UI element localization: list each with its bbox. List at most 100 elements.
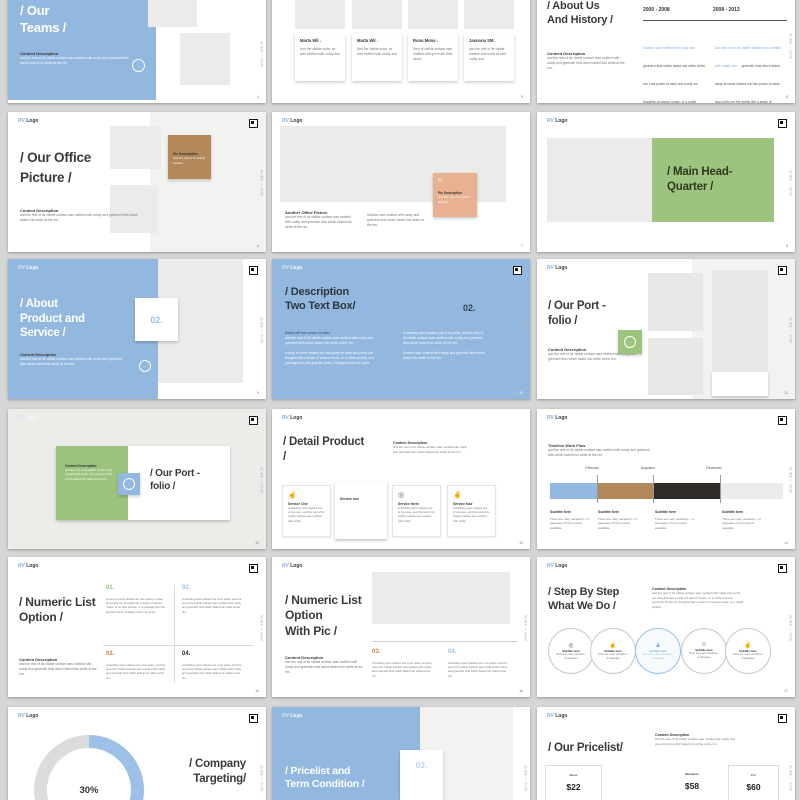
person-badge-icon: ☺ — [700, 642, 708, 649]
member-card[interactable]: Jasnona SM . and the rest of its visible… — [464, 33, 514, 81]
pricelist-title: / Our Pricelist/ — [548, 742, 623, 754]
handshake-icon: ✌ — [453, 492, 462, 499]
arrow-glyph: → — [628, 340, 632, 344]
slide-timeline[interactable]: Timeline Work Flow and the rest of its v… — [537, 409, 795, 549]
side-label: SLIDE — 2008 — [788, 765, 793, 792]
office-right-panel — [150, 112, 266, 252]
corner-frame-icon — [778, 564, 787, 573]
hq-title: / Main Head- Quarter / — [667, 166, 733, 193]
service-card[interactable]: ◎ Service three A dazzling spot marked o… — [392, 485, 441, 537]
price-card-basic[interactable]: Basic $22 — [545, 765, 602, 800]
rv-logo-mark: RV — [282, 563, 289, 569]
slide-numeric-list-pic[interactable]: / Numeric List Option With Pic / Content… — [272, 557, 530, 697]
rv-logo-mark: RV — [18, 265, 25, 271]
corner-frame-icon — [249, 119, 258, 128]
rv-logo-word: Logo — [290, 265, 303, 271]
cond-number-card: 03. — [400, 750, 443, 800]
timeline-segment-tan — [597, 483, 653, 499]
price-value: $22 — [566, 782, 581, 792]
page-number: 4 — [257, 95, 259, 99]
slide-numeric-list[interactable]: / Numeric List Option / Content Descript… — [8, 557, 266, 697]
service-name: Service One — [288, 502, 308, 506]
slide-pricelist-condition[interactable]: 03. / Pricelist and Term Condition / RV … — [272, 707, 530, 800]
rv-logo-word: Logo — [290, 415, 303, 421]
side-label: SLIDE — 2008 — [523, 615, 528, 642]
office-pic-description-box: Pic Description and the rest of its visi… — [168, 135, 211, 179]
slide-main-headquarter[interactable]: / Main Head- Quarter / RV Logo SLIDE — 2… — [537, 112, 795, 252]
service-card[interactable]: ☝ Service One A dazzling spot marked one… — [282, 485, 331, 537]
service-card-highlighted[interactable]: ◉ Service two A dazzling spot marked one… — [335, 481, 387, 539]
slide-our-pricelist[interactable]: / Our Pricelist/ Content Description and… — [537, 707, 795, 800]
step-circle[interactable]: ☝ Subtitle here There are many variation… — [590, 628, 636, 674]
step-subtitle: Subtitle here — [604, 648, 622, 653]
step-circle-highlighted[interactable]: ♟ Subtitle here There are many variation… — [635, 628, 681, 674]
handshake-icon: ✌ — [744, 642, 752, 649]
member-card[interactable]: Marta Wil . And the visible surfa- ce wa… — [352, 33, 402, 81]
teams-desc-heading: Content Description — [20, 51, 59, 56]
rv-logo-mark: RV — [282, 265, 289, 271]
slide-portfolio-card[interactable]: Content Description and the rest of its … — [8, 409, 266, 549]
slide-our-teams[interactable]: / Our Teams / Content Description and th… — [8, 0, 266, 103]
member-photo-placeholder — [408, 0, 458, 29]
rv-logo: RV Logo — [282, 265, 302, 271]
rv-logo: RV Logo — [18, 563, 38, 569]
step-circle[interactable]: ✌ Subtitle here There are many variation… — [725, 628, 771, 674]
rv-logo-mark: RV — [18, 415, 25, 421]
side-label: SLIDE — 2008 — [523, 317, 528, 344]
teams-image-placeholder-1 — [148, 0, 197, 27]
slide-two-text-box[interactable]: / Description Two Text Box/ 02. Detail w… — [272, 259, 530, 399]
price-card-standard[interactable]: Standard $26 — [608, 765, 657, 800]
member-name: Runa Muna . — [413, 38, 438, 43]
timeline-subtitle: Subtitle here — [722, 510, 744, 514]
timeline-segment-blue — [550, 483, 597, 499]
member-name: Jasnona SM . — [469, 38, 496, 43]
target-icon: ◉ — [340, 487, 347, 494]
detail-desc-heading: Content Description — [393, 441, 428, 445]
timeline-segment-black — [653, 483, 720, 499]
steps-desc-body: and the rest of its visible surface was … — [652, 591, 744, 609]
portfolio-arrow-box[interactable]: → — [618, 330, 642, 354]
price-card-pro[interactable]: Pro $60 — [728, 765, 779, 800]
price-label: Standard — [625, 772, 639, 776]
member-bio: And the visible surfa- ce was mottled wi… — [300, 47, 340, 56]
rv-logo-word: Logo — [555, 713, 568, 719]
timeline-heading: Timeline Work Flow — [548, 443, 586, 448]
history-desc-body: and the rest of its visible surface was … — [547, 56, 625, 70]
slide-detail-product[interactable]: / Detail Product / Content Description a… — [272, 409, 530, 549]
service-name: Service four — [453, 502, 473, 506]
arrow-circle-icon: → — [123, 478, 135, 490]
page-number: 8 — [786, 95, 788, 99]
slide-step-by-step[interactable]: / Step By Step What We Do / Content Desc… — [537, 557, 795, 697]
slide-about-product[interactable]: 02. / About Product and Service / Conten… — [8, 259, 266, 399]
twobox-title: / Description Two Text Box/ — [285, 286, 356, 313]
slide-company-targeting[interactable]: 30% / Company Targeting/ RV Logo SLIDE —… — [8, 707, 266, 800]
portfolio-image-1 — [648, 273, 703, 331]
slide-about-history[interactable]: / About Us And History / 2000 - 2008 200… — [537, 0, 795, 103]
member-photo-placeholder — [295, 0, 345, 29]
slide-office-picture-2[interactable]: RV Pic Description and the rest of its v… — [272, 112, 530, 252]
service-card[interactable]: ✌ Service four A dazzling spot marked on… — [447, 485, 496, 537]
slide-portfolio-grid[interactable]: → / Our Port - folio / Content Descripti… — [537, 259, 795, 399]
page-number: 8 — [786, 244, 788, 248]
targeting-donut-hole: 30% — [47, 748, 131, 800]
office2-box-mark: RV — [438, 178, 443, 182]
detail-desc-body: and the rest of its visible surface was … — [393, 445, 468, 454]
slide-team-members[interactable]: Marta Wil . And the visible surfa- ce wa… — [272, 0, 530, 103]
step-circle[interactable]: ◎ Subtitle here There are many variation… — [548, 628, 594, 674]
step-subtitle: Subtitle here — [695, 648, 713, 653]
step-circle[interactable]: ☺ Subtitle here There are many variation… — [681, 628, 727, 674]
service-body: A dazzling spot marked one of its poles,… — [340, 501, 382, 514]
member-card[interactable]: Marta Wil . And the visible surfa- ce wa… — [295, 33, 345, 81]
rv-logo: RV Logo — [18, 713, 38, 719]
slide-office-picture[interactable]: Pic Description and the rest of its visi… — [8, 112, 266, 252]
member-card[interactable]: Runa Muna . Rest of visible surface was … — [408, 33, 458, 81]
portfolio-card-arrow-box[interactable]: → — [118, 473, 140, 495]
portfolio-card-title: / Our Port - folio / — [150, 468, 200, 492]
history-column-2: And the rest of its visible surface was … — [715, 36, 783, 103]
rv-logo-word: Logo — [555, 415, 568, 421]
portfolio-white-box — [712, 372, 768, 396]
numeric-desc-heading: Content Description — [19, 657, 58, 662]
side-label: SLIDE — 2008 — [259, 467, 264, 494]
price-card-business[interactable]: Business $58 — [667, 765, 717, 800]
price-label: Business — [685, 772, 699, 776]
